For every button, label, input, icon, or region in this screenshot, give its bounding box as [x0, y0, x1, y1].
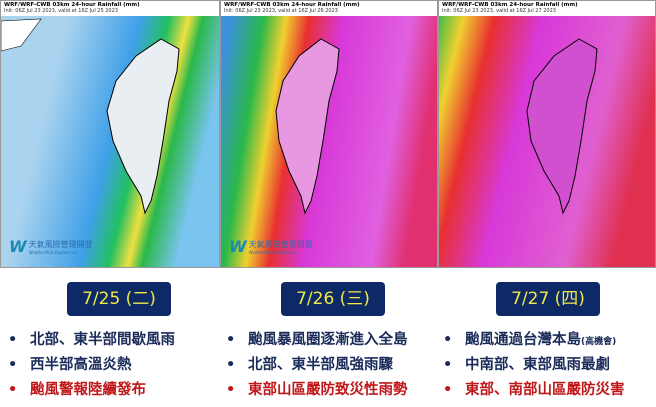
rainfall-field	[221, 1, 437, 267]
alert-item: 東部山區嚴防致災性雨勢	[226, 378, 408, 403]
rainfall-map-panel-1: WRF/WRF-CWB 03km 24-hour Rainfall (mm) In…	[0, 0, 220, 268]
logo-icon: W	[229, 237, 247, 256]
rainfall-map-panel-3: WRF/WRF-CWB 03km 24-hour Rainfall (mm) In…	[438, 0, 656, 268]
list-item: 颱風暴風圈逐漸進入全島	[226, 328, 408, 353]
map-subtitle: Init: 06Z Jul 23 2023, valid at 16Z Jul …	[442, 8, 556, 14]
rainfall-map	[1, 1, 219, 267]
map-title: WRF/WRF-CWB 03km 24-hour Rainfall (mm)	[442, 2, 578, 8]
list-item: 北部、東半部間歇風雨	[8, 328, 175, 353]
forecast-list: 颱風暴風圈逐漸進入全島 北部、東半部風強雨驟 東部山區嚴防致災性雨勢	[226, 328, 408, 403]
logo: W 天氣風險管理開發 WeatherRisk Explore Inc	[229, 237, 313, 256]
logo-en: WeatherRisk Explore Inc	[28, 249, 78, 255]
list-item: 北部、東半部風強雨驟	[226, 353, 408, 378]
list-item: 颱風通過台灣本島(高機會)	[443, 328, 625, 353]
list-item: 西半部高溫炎熱	[8, 353, 175, 378]
rainfall-field	[1, 1, 219, 267]
rainfall-map	[221, 1, 437, 267]
date-badge: 7/27 (四)	[496, 282, 600, 316]
rainfall-map-panel-2: WRF/WRF-CWB 03km 24-hour Rainfall (mm) In…	[220, 0, 438, 268]
date-badge: 7/26 (三)	[281, 282, 385, 316]
taiwan-outline	[106, 38, 180, 215]
map-title: WRF/WRF-CWB 03km 24-hour Rainfall (mm)	[4, 2, 140, 8]
logo-icon: W	[9, 237, 27, 256]
china-coast	[1, 18, 42, 52]
logo: W 天氣風險管理開發 WeatherRisk Explore Inc	[9, 237, 93, 256]
forecast-list: 颱風通過台灣本島(高機會) 中南部、東部風雨最劇 東部、南部山區嚴防災害	[443, 328, 625, 403]
map-subtitle: Init: 06Z Jul 23 2023, valid at 16Z Jul …	[224, 8, 338, 14]
logo-cn: 天氣風險管理開發	[28, 239, 93, 249]
map-subtitle: Init: 06Z Jul 23 2023, valid at 16Z Jul …	[4, 8, 118, 14]
list-item: 中南部、東部風雨最劇	[443, 353, 625, 378]
alert-item: 颱風警報陸續發布	[8, 378, 175, 403]
taiwan-outline	[275, 38, 340, 215]
date-badge: 7/25 (二)	[67, 282, 171, 316]
logo-cn: 天氣風險管理開發	[248, 239, 313, 249]
item-note: (高機會)	[581, 337, 617, 347]
rainfall-map	[439, 1, 655, 267]
logo-en: WeatherRisk Explore Inc	[248, 249, 298, 255]
forecast-list: 北部、東半部間歇風雨 西半部高溫炎熱 颱風警報陸續發布	[8, 328, 175, 403]
item-text: 颱風通過台灣本島	[465, 332, 581, 348]
alert-item: 東部、南部山區嚴防災害	[443, 378, 625, 403]
taiwan-outline	[526, 38, 598, 215]
map-title: WRF/WRF-CWB 03km 24-hour Rainfall (mm)	[224, 2, 360, 8]
